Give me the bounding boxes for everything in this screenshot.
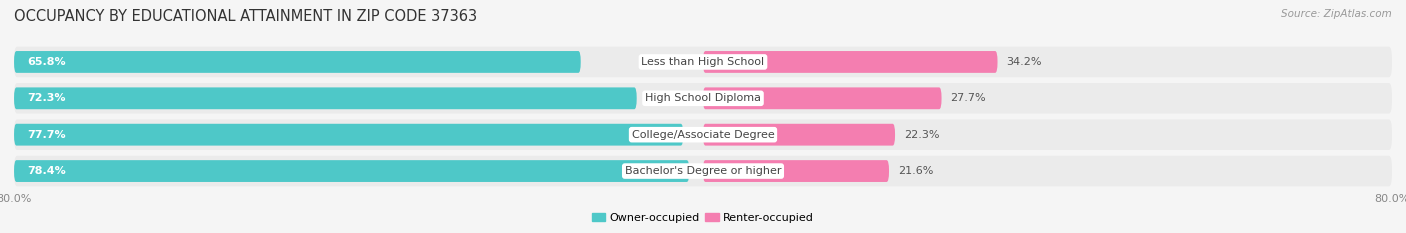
FancyBboxPatch shape	[14, 83, 1392, 114]
Text: 72.3%: 72.3%	[27, 93, 66, 103]
FancyBboxPatch shape	[703, 160, 889, 182]
FancyBboxPatch shape	[14, 87, 637, 109]
Text: Bachelor's Degree or higher: Bachelor's Degree or higher	[624, 166, 782, 176]
Legend: Owner-occupied, Renter-occupied: Owner-occupied, Renter-occupied	[588, 208, 818, 227]
Text: College/Associate Degree: College/Associate Degree	[631, 130, 775, 140]
FancyBboxPatch shape	[703, 87, 942, 109]
FancyBboxPatch shape	[14, 160, 689, 182]
Text: Source: ZipAtlas.com: Source: ZipAtlas.com	[1281, 9, 1392, 19]
FancyBboxPatch shape	[703, 51, 997, 73]
FancyBboxPatch shape	[14, 47, 1392, 77]
FancyBboxPatch shape	[14, 156, 1392, 186]
Text: 21.6%: 21.6%	[897, 166, 934, 176]
FancyBboxPatch shape	[703, 124, 896, 146]
FancyBboxPatch shape	[14, 124, 683, 146]
Text: High School Diploma: High School Diploma	[645, 93, 761, 103]
Text: 77.7%: 77.7%	[27, 130, 66, 140]
Text: 34.2%: 34.2%	[1007, 57, 1042, 67]
FancyBboxPatch shape	[14, 119, 1392, 150]
Text: OCCUPANCY BY EDUCATIONAL ATTAINMENT IN ZIP CODE 37363: OCCUPANCY BY EDUCATIONAL ATTAINMENT IN Z…	[14, 9, 477, 24]
Text: 65.8%: 65.8%	[27, 57, 66, 67]
Text: 78.4%: 78.4%	[27, 166, 66, 176]
Text: 27.7%: 27.7%	[950, 93, 986, 103]
Text: 22.3%: 22.3%	[904, 130, 939, 140]
FancyBboxPatch shape	[14, 51, 581, 73]
Text: Less than High School: Less than High School	[641, 57, 765, 67]
